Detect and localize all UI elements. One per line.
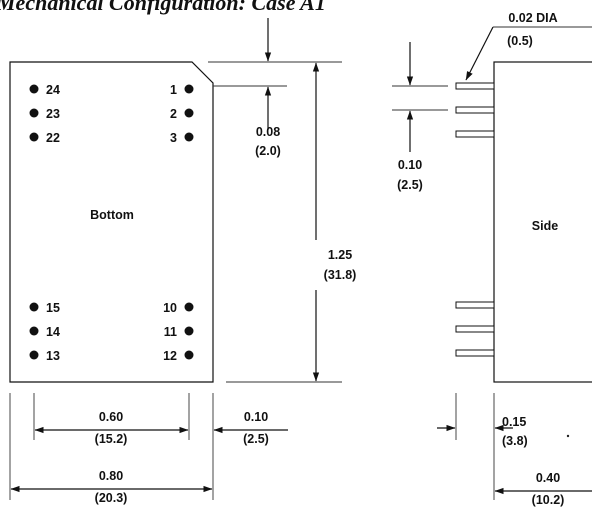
side-pin — [455, 106, 495, 114]
pin-label: 3 — [170, 131, 177, 145]
dimension-value-mm: (15.2) — [95, 432, 128, 446]
dimension-value: 0.40 — [536, 471, 560, 485]
dimension-edge-to-pin: 0.10 (2.5) — [213, 410, 288, 446]
pin-label: 14 — [46, 325, 60, 339]
dimension-value-mm: (2.5) — [243, 432, 269, 446]
dimension-value-mm: (0.5) — [507, 34, 533, 48]
dimension-value-mm: (10.2) — [532, 493, 565, 507]
pin-label: 15 — [46, 301, 60, 315]
dimension-value: 0.10 — [244, 410, 268, 424]
dimension-value-mm: (2.5) — [397, 178, 423, 192]
side-pin — [455, 82, 495, 90]
dimension-arrow — [465, 26, 494, 81]
dimension-pin-row-spacing: 0.60 (15.2) — [34, 410, 189, 446]
dimension-length: 1.25 (31.8) — [226, 62, 357, 383]
pin-label: 23 — [46, 107, 60, 121]
pin-label: 10 — [163, 301, 177, 315]
dimension-pin-diameter: 0.02 DIA (0.5) — [465, 11, 592, 81]
pin-label: 2 — [170, 107, 177, 121]
pin-label: 1 — [170, 83, 177, 97]
side-pin — [455, 130, 495, 138]
pin-label: 12 — [163, 349, 177, 363]
dimension-width: 0.80 (20.3) — [10, 469, 213, 505]
side-pin — [455, 325, 495, 333]
side-view-label: Side — [532, 219, 558, 233]
pin-label: 11 — [164, 325, 177, 339]
dimension-value: 0.80 — [99, 469, 123, 483]
dimension-value: 0.10 — [398, 158, 422, 172]
pin-dot — [29, 326, 39, 336]
dimension-height: 0.40 (10.2) — [494, 471, 592, 507]
pin-dot — [29, 108, 39, 118]
dimension-value: 1.25 — [328, 248, 352, 262]
pin-dot — [184, 132, 194, 142]
dimension-value-mm: (31.8) — [324, 268, 357, 282]
side-pin — [455, 301, 495, 309]
dimension-value-mm: (20.3) — [95, 491, 128, 505]
pin-dot — [29, 84, 39, 94]
speck — [566, 434, 570, 438]
bottom-view-label: Bottom — [90, 208, 134, 222]
pin-dot — [184, 350, 194, 360]
case-outline-bottom — [9, 61, 214, 383]
dimension-value: 0.02 DIA — [508, 11, 557, 25]
pin-label: 13 — [46, 349, 60, 363]
side-pin — [455, 349, 495, 357]
pin-dot — [184, 108, 194, 118]
pin-dot — [29, 132, 39, 142]
pin-dot — [184, 326, 194, 336]
dimension-value: 0.15 — [502, 415, 526, 429]
drawing-title: Mechanical Configuration: Case A1 — [0, 0, 326, 15]
dimension-value-mm: (3.8) — [502, 434, 528, 448]
pin-dot — [184, 302, 194, 312]
bottom-view: Bottom 24 23 22 15 14 13 1 2 3 10 11 12 — [9, 61, 214, 383]
pin-dot — [29, 350, 39, 360]
pin-dot — [29, 302, 39, 312]
dimension-value-mm: (2.0) — [255, 144, 281, 158]
dimension-pin-length: 0.15 (3.8) — [437, 415, 528, 448]
pin-label: 22 — [46, 131, 60, 145]
dimension-chamfer: 0.08 (2.0) — [208, 18, 342, 158]
side-view: Side — [455, 61, 592, 383]
dimension-pin-pitch: 0.10 (2.5) — [392, 42, 448, 192]
dimension-value: 0.60 — [99, 410, 123, 424]
case-outline-side — [493, 61, 592, 383]
dimension-value: 0.08 — [256, 125, 280, 139]
pin-dot — [184, 84, 194, 94]
pin-label: 24 — [46, 83, 60, 97]
